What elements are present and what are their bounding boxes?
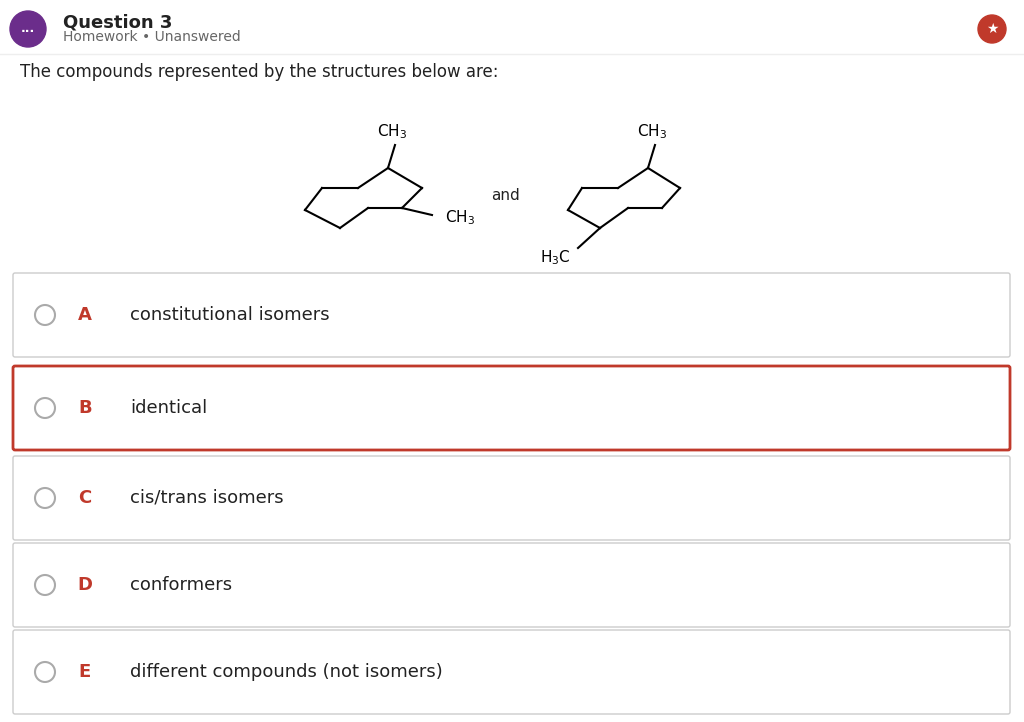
Text: cis/trans isomers: cis/trans isomers <box>130 489 284 507</box>
Text: different compounds (not isomers): different compounds (not isomers) <box>130 663 442 681</box>
Text: conformers: conformers <box>130 576 232 594</box>
Text: A: A <box>78 306 92 324</box>
FancyBboxPatch shape <box>13 273 1010 357</box>
Text: H$_3$C: H$_3$C <box>540 248 570 267</box>
Text: D: D <box>78 576 92 594</box>
Circle shape <box>978 15 1006 43</box>
Circle shape <box>10 11 46 47</box>
Text: CH$_3$: CH$_3$ <box>637 123 667 142</box>
Text: C: C <box>79 489 91 507</box>
Text: identical: identical <box>130 399 207 417</box>
Text: Homework • Unanswered: Homework • Unanswered <box>63 30 241 44</box>
Text: constitutional isomers: constitutional isomers <box>130 306 330 324</box>
Text: CH$_3$: CH$_3$ <box>377 123 408 142</box>
Text: Question 3: Question 3 <box>63 13 172 31</box>
Text: B: B <box>78 399 92 417</box>
Text: CH$_3$: CH$_3$ <box>445 209 475 227</box>
Text: and: and <box>490 188 519 202</box>
FancyBboxPatch shape <box>13 456 1010 540</box>
FancyBboxPatch shape <box>13 543 1010 627</box>
Circle shape <box>35 398 55 418</box>
Circle shape <box>35 305 55 325</box>
Text: The compounds represented by the structures below are:: The compounds represented by the structu… <box>20 63 499 81</box>
FancyBboxPatch shape <box>13 630 1010 714</box>
Text: ★: ★ <box>986 22 998 36</box>
Text: E: E <box>79 663 91 681</box>
Text: ...: ... <box>20 22 35 35</box>
Circle shape <box>35 488 55 508</box>
FancyBboxPatch shape <box>13 366 1010 450</box>
Circle shape <box>35 662 55 682</box>
Circle shape <box>35 575 55 595</box>
